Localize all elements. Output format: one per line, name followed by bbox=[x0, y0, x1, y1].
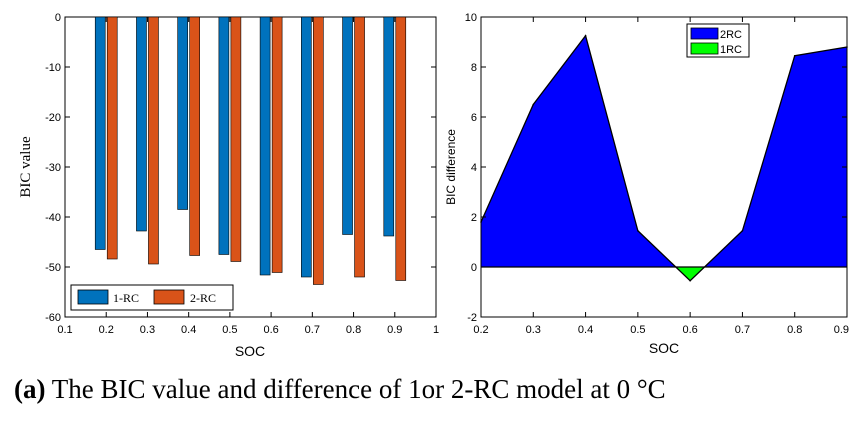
left-xtick-label: 0.8 bbox=[346, 324, 361, 336]
bar-1-rc-soc-0.6 bbox=[259, 16, 271, 276]
caption-text: The BIC value and difference of 1or 2-RC… bbox=[51, 374, 666, 404]
area-2rc-region-1 bbox=[704, 47, 847, 267]
right-xtick-label: 0.7 bbox=[735, 324, 750, 336]
right-ytick-label: 2 bbox=[471, 212, 477, 224]
left-ytick-label: -10 bbox=[45, 62, 61, 74]
left-legend: 1-RC 2-RC bbox=[70, 284, 234, 311]
bar-1-rc-soc-0.9 bbox=[383, 16, 395, 237]
left-ytick-label: 0 bbox=[55, 12, 61, 24]
bar-1-rc-soc-0.5 bbox=[218, 16, 230, 255]
left-xtick-label: 0.9 bbox=[387, 324, 402, 336]
right-ytick-label: 10 bbox=[465, 12, 477, 24]
bar-2-rc-soc-0.3 bbox=[148, 16, 159, 265]
left-x-axis-label: SOC bbox=[235, 343, 265, 359]
left-xtick-label: 0.2 bbox=[99, 324, 114, 336]
right-ytick-label: -2 bbox=[467, 312, 477, 324]
left-xtick-label: 0.6 bbox=[263, 324, 278, 336]
bar-2-rc-soc-0.5 bbox=[230, 16, 242, 262]
data-point-soc-0.8 bbox=[793, 54, 796, 57]
figure-caption: (a) The BIC value and difference of 1or … bbox=[14, 374, 666, 405]
left-xtick-label: 1 bbox=[433, 324, 439, 336]
legend-label-1rc-area: 1RC bbox=[720, 44, 742, 56]
left-xtick-label: 0.5 bbox=[222, 324, 237, 336]
right-xtick-label: 0.4 bbox=[578, 324, 593, 336]
left-ytick-label: -40 bbox=[45, 212, 61, 224]
area-1rc-region-0 bbox=[675, 267, 705, 281]
bar-1-rc-soc-0.8 bbox=[342, 16, 353, 235]
bic-value-bar-chart: 0 -10 -20 -30 -40 -50 -60 0.1 0.2 0.3 0.4 0.5 0.6 0.… bbox=[18, 12, 439, 359]
bar-2-rc-soc-0.6 bbox=[271, 16, 283, 273]
data-point-soc-0.4 bbox=[584, 34, 587, 37]
right-xtick-label: 0.3 bbox=[526, 324, 541, 336]
left-ytick-label: -30 bbox=[45, 162, 61, 174]
data-point-soc-0.7 bbox=[741, 229, 744, 232]
right-x-axis-label: SOC bbox=[649, 340, 679, 356]
bar-1-rc-soc-0.7 bbox=[301, 16, 312, 278]
data-point-soc-0.3 bbox=[532, 103, 535, 106]
right-xtick-label: 0.8 bbox=[787, 324, 802, 336]
bar-1-rc-soc-0.2 bbox=[94, 16, 106, 250]
right-xtick-label: 0.2 bbox=[473, 324, 488, 336]
bar-1-rc-soc-0.3 bbox=[136, 16, 147, 232]
caption-label: (a) bbox=[14, 374, 46, 404]
area-2rc-region-0 bbox=[481, 35, 676, 267]
right-ytick-label: 0 bbox=[471, 262, 477, 274]
legend-swatch-1rc bbox=[77, 289, 109, 305]
bar-2-rc-soc-0.4 bbox=[189, 16, 200, 256]
left-ytick-label: -20 bbox=[45, 112, 61, 124]
right-xtick-label: 0.9 bbox=[834, 324, 849, 336]
left-ytick-label: -60 bbox=[45, 312, 61, 324]
legend-swatch-2rc bbox=[153, 289, 185, 305]
right-ytick-label: 8 bbox=[471, 62, 477, 74]
legend-label-2rc: 2-RC bbox=[190, 291, 216, 305]
legend-swatch-2rc-area bbox=[690, 27, 719, 40]
bic-difference-area-chart: 10 8 6 4 2 0 -2 0.2 0.3 0.4 0.5 0.6 0.7 0.8 0.9 SOC B… bbox=[444, 12, 849, 356]
left-xtick-label: 0.3 bbox=[140, 324, 155, 336]
right-xtick-label: 0.6 bbox=[682, 324, 697, 336]
bar-2-rc-soc-0.8 bbox=[354, 16, 365, 278]
legend-swatch-1rc-area bbox=[690, 42, 719, 55]
right-xtick-label: 0.5 bbox=[630, 324, 645, 336]
bar-1-rc-soc-0.4 bbox=[177, 16, 188, 210]
right-y-axis-label: BIC difference bbox=[444, 129, 458, 205]
left-xtick-label: 0.4 bbox=[181, 324, 196, 336]
legend-label-1rc: 1-RC bbox=[113, 291, 139, 305]
left-ytick-label: -50 bbox=[45, 262, 61, 274]
left-y-axis-label: BIC value bbox=[18, 136, 34, 198]
bar-2-rc-soc-0.2 bbox=[106, 16, 118, 260]
bar-2-rc-soc-0.7 bbox=[313, 16, 324, 285]
data-point-soc-0.5 bbox=[637, 229, 639, 232]
right-legend: 2RC 1RC bbox=[686, 23, 750, 58]
figure: 0-10-20-30-40-50-60 0.1 0.2 0.3 0.4 0.5 0.6 0.… bbox=[18, 12, 849, 359]
bar-2-rc-soc-0.9 bbox=[395, 16, 407, 281]
right-ytick-label: 6 bbox=[471, 112, 477, 124]
right-ytick-label: 4 bbox=[471, 162, 477, 174]
left-xtick-label: 0.1 bbox=[57, 324, 72, 336]
bic-difference-line bbox=[480, 34, 848, 282]
left-xtick-label: 0.7 bbox=[305, 324, 320, 336]
left-plot-area bbox=[64, 16, 437, 318]
data-point-soc-0.6 bbox=[689, 279, 691, 282]
legend-label-2rc-area: 2RC bbox=[720, 29, 742, 41]
